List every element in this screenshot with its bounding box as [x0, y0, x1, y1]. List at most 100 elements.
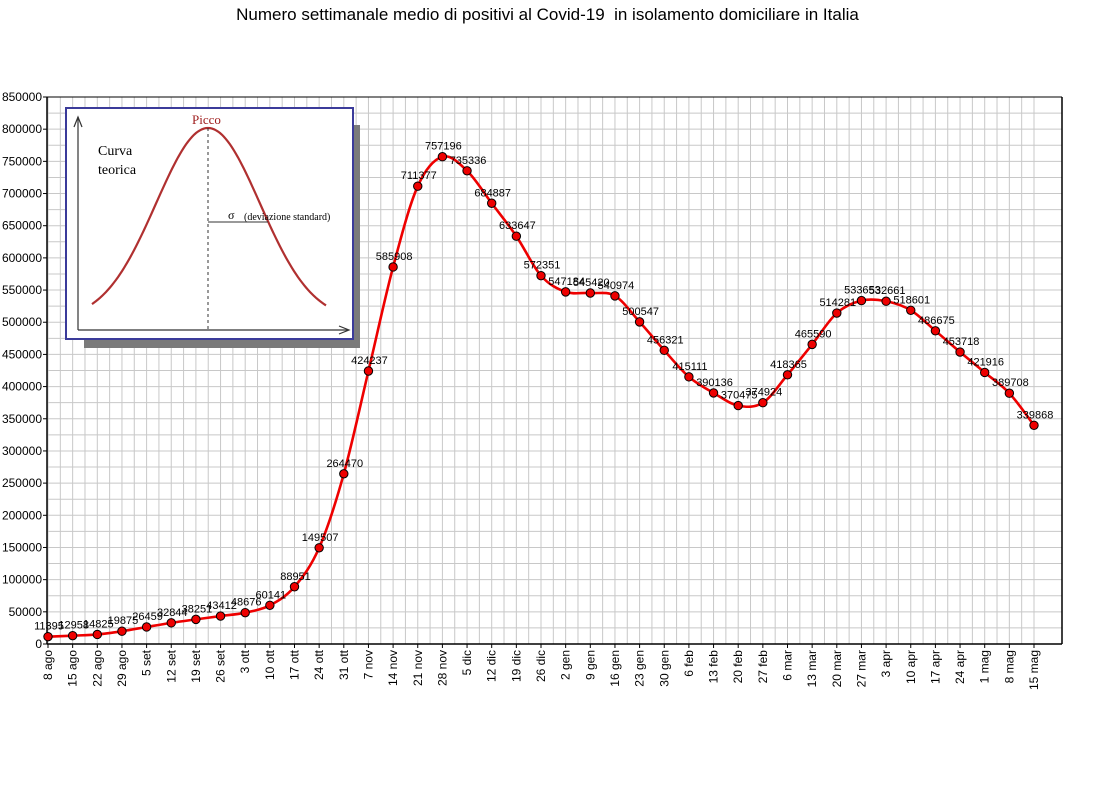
data-label: 339868: [1017, 409, 1054, 421]
x-tick-label: 6 mar: [781, 650, 795, 681]
data-label: 418365: [770, 359, 807, 371]
y-tick-label: 700000: [2, 187, 42, 201]
y-tick-label: 200000: [2, 508, 42, 522]
x-tick-label: 8 ago: [41, 650, 55, 680]
x-tick-label: 10 ott: [263, 649, 277, 680]
y-tick-label: 500000: [2, 315, 42, 329]
x-tick-label: 30 gen: [657, 650, 671, 687]
data-point: [980, 367, 990, 378]
data-point: [240, 607, 250, 618]
data-point: [388, 262, 398, 272]
data-label: 11395: [34, 621, 64, 633]
data-point: [906, 305, 916, 315]
data-label: 500547: [622, 306, 659, 318]
data-point: [634, 317, 645, 327]
data-point: [43, 631, 53, 642]
series-markers: [43, 152, 1039, 642]
data-label: 532661: [869, 285, 906, 297]
data-point: [782, 370, 793, 380]
axes: [46, 96, 1063, 645]
data-label: 48676: [231, 597, 262, 609]
data-point: [1029, 420, 1039, 430]
data-point: [117, 626, 127, 636]
x-tick-label: 12 dic: [485, 650, 499, 682]
data-point: [758, 398, 768, 408]
data-label: 633647: [499, 220, 536, 232]
y-tick-label: 800000: [2, 122, 42, 136]
inset-y-arrow-icon: [73, 115, 83, 128]
inset-sigma-label: (deviazione standard): [244, 212, 330, 223]
data-point: [215, 611, 226, 621]
data-label: 43412: [206, 600, 237, 612]
inset-bell-curve: [91, 126, 327, 307]
x-tick-label: 27 feb: [756, 650, 770, 684]
x-tick-label: 13 mar: [805, 650, 819, 687]
x-tick-label: 13 feb: [707, 650, 721, 684]
x-tick-label: 19 set: [189, 649, 203, 682]
x-tick-label: 29 ago: [115, 650, 129, 687]
data-label: 149507: [302, 532, 339, 544]
x-tick-label: 3 apr: [879, 650, 893, 677]
data-point: [659, 345, 669, 356]
data-label: 684887: [474, 187, 511, 199]
data-point: [708, 388, 719, 398]
data-label: 32844: [157, 607, 188, 619]
data-label: 12958: [58, 620, 89, 632]
data-label: 264470: [326, 458, 363, 470]
y-tick-label: 450000: [2, 347, 42, 361]
data-label: 465590: [795, 328, 832, 340]
data-point: [289, 582, 300, 592]
y-tick-label: 750000: [2, 154, 42, 168]
data-point: [92, 629, 103, 640]
x-tick-label: 27 mar: [854, 650, 868, 687]
data-point: [832, 308, 842, 318]
x-tick-label: 26 set: [214, 649, 228, 682]
data-point: [487, 198, 497, 208]
data-label: 735336: [450, 155, 487, 167]
data-label: 424237: [351, 355, 388, 367]
data-label: 390136: [696, 377, 733, 389]
x-tick-label: 20 mar: [830, 650, 844, 687]
inset-curve-label-1: Curva: [98, 144, 133, 159]
data-point: [363, 366, 374, 376]
data-point: [807, 339, 817, 350]
x-tick-label: 31 ott: [337, 649, 351, 680]
data-point: [191, 614, 201, 625]
data-label: 88951: [280, 571, 311, 583]
x-tick-label: 1 mag: [978, 650, 992, 683]
y-tick-label: 300000: [2, 444, 42, 458]
x-tick-label: 10 apr: [904, 650, 918, 684]
data-point: [166, 618, 176, 628]
y-tick-label: 400000: [2, 380, 42, 394]
data-label: 533653: [844, 285, 881, 297]
data-point: [141, 622, 152, 632]
x-tick-label: 6 feb: [682, 650, 696, 677]
inset-frame: [65, 107, 354, 340]
x-tick-label: 8 mag: [1002, 650, 1016, 683]
data-label: 545420: [573, 277, 610, 289]
chart-title: Numero settimanale medio di positivi al …: [236, 5, 859, 24]
data-point: [881, 296, 891, 306]
x-tick-label: 2 gen: [559, 650, 573, 680]
data-label: 389708: [992, 377, 1029, 389]
x-tick-label: 24 apr: [953, 650, 967, 684]
data-label: 514281: [819, 297, 856, 309]
data-label: 518601: [893, 294, 930, 306]
data-point: [413, 181, 423, 191]
data-point: [930, 326, 941, 336]
y-tick-label: 150000: [2, 540, 42, 554]
x-tick-label: 14 nov: [386, 650, 400, 686]
y-tick-label: 350000: [2, 412, 42, 426]
data-point: [560, 287, 571, 297]
y-tick-label: 100000: [2, 573, 42, 587]
data-point: [955, 347, 965, 357]
data-point: [856, 295, 867, 306]
y-tick-label: 0: [35, 637, 42, 651]
data-label: 370475: [721, 390, 758, 402]
data-point: [1004, 388, 1015, 398]
data-label: 26459: [132, 611, 163, 623]
x-tick-label: 5 set: [140, 649, 154, 676]
x-tick-label: 16 gen: [608, 650, 622, 687]
x-tick-label: 23 gen: [633, 650, 647, 687]
data-point: [511, 231, 522, 241]
